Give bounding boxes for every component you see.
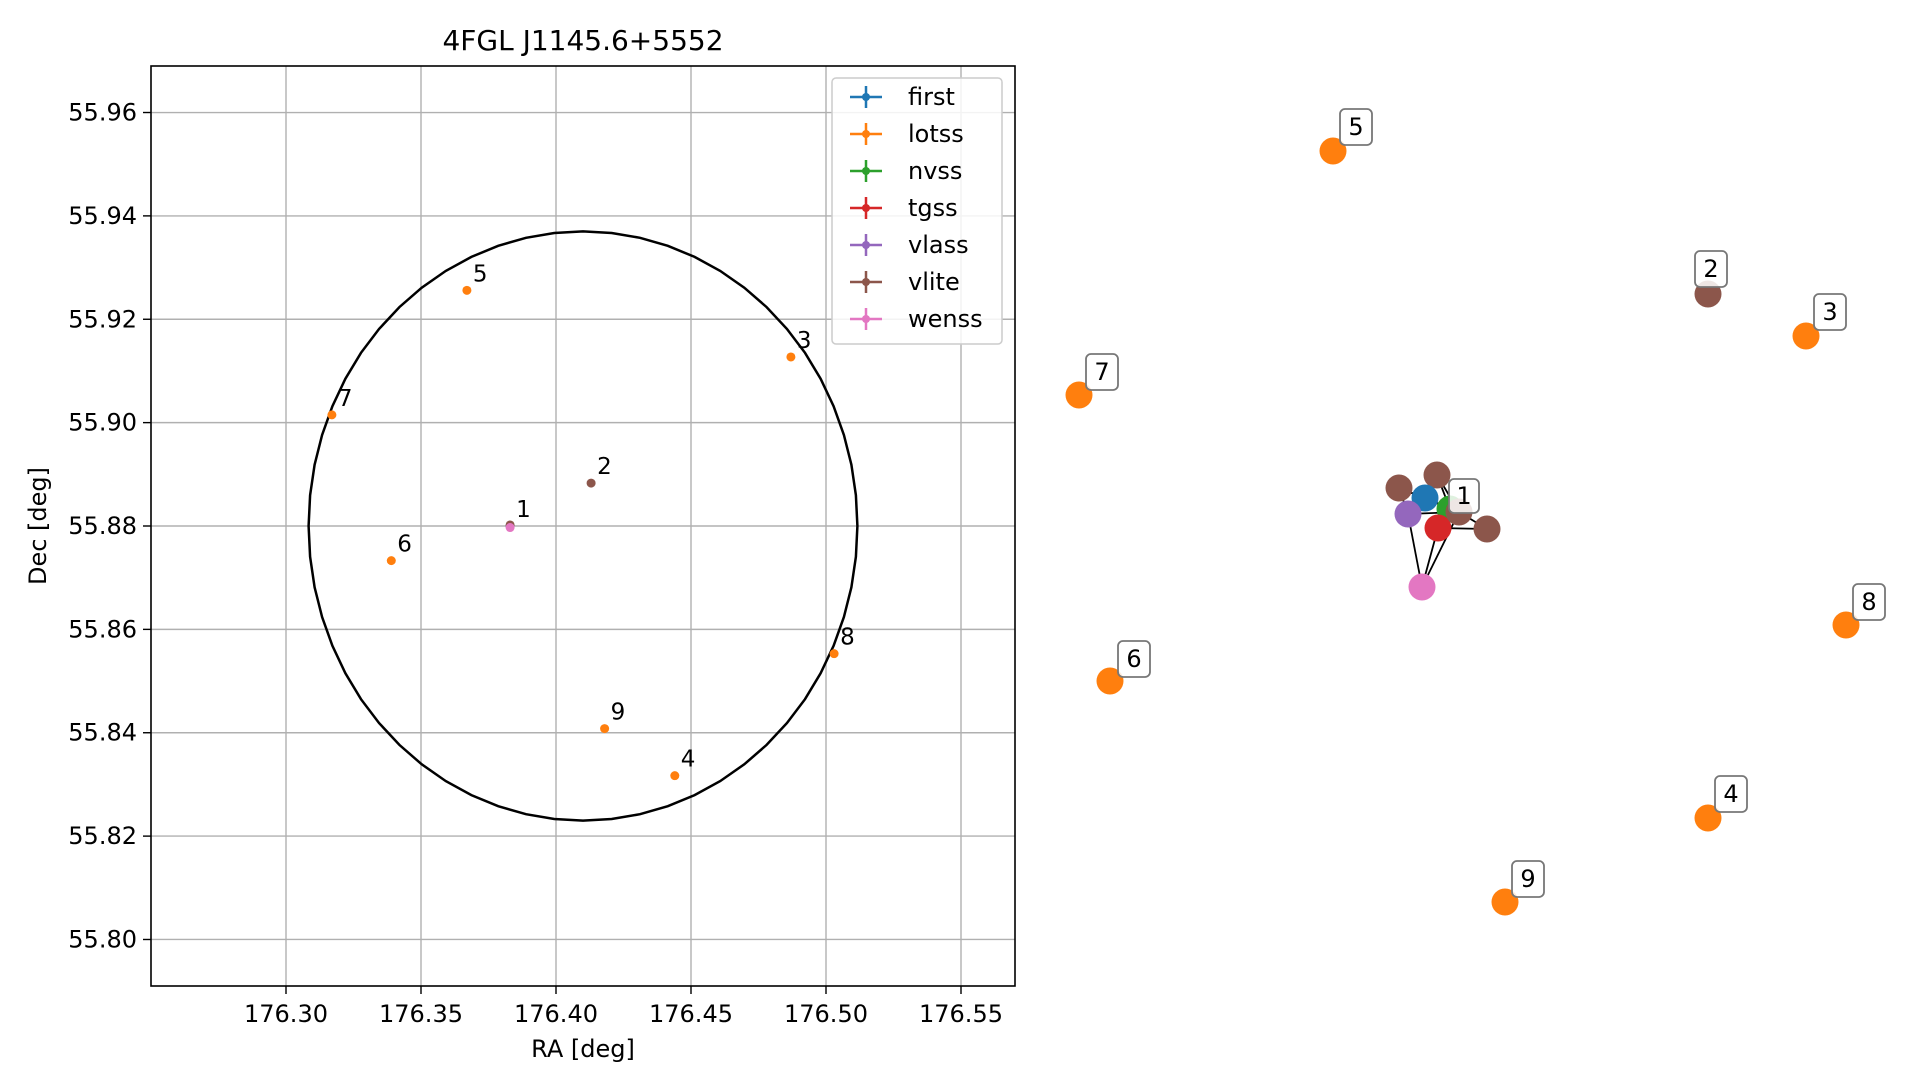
node-label-box: [1511, 860, 1545, 898]
node-label-box: [1085, 353, 1119, 391]
node-label: 5: [1348, 113, 1363, 141]
data-point-vlite: [586, 478, 596, 488]
network-node-vlite: [1473, 515, 1501, 543]
legend-box: [831, 77, 1003, 345]
legend: first lotss nvss tgss vlass vlite wenss: [831, 77, 1003, 345]
legend-label-first: first: [908, 83, 955, 111]
node-label-box: [1117, 640, 1151, 678]
network-node-first: [1411, 484, 1439, 512]
data-point-lotss: [462, 285, 472, 295]
y-tick-label: 55.90: [68, 409, 137, 437]
legend-dot: [862, 93, 870, 101]
y-axis-label: Dec [deg]: [24, 467, 52, 585]
y-tick-label: 55.80: [68, 925, 137, 953]
node-label: 9: [1520, 865, 1535, 893]
crossmatch-network: 1 2 3 4 5 6 7 8 9: [1065, 108, 1886, 916]
legend-dot: [862, 241, 870, 249]
point-label: 4: [681, 747, 696, 773]
y-tick-label: 55.86: [68, 615, 137, 643]
point-label: 5: [473, 261, 488, 287]
legend-label-vlite: vlite: [908, 268, 960, 296]
node-label: 8: [1861, 588, 1876, 616]
network-nodes: 1 2 3 4 5 6 7 8 9: [1065, 108, 1886, 916]
data-point-lotss: [386, 556, 396, 566]
node-label: 6: [1126, 645, 1141, 673]
network-node-lotss: [1792, 322, 1820, 350]
node-label: 2: [1703, 255, 1718, 283]
node-label-box: [1339, 108, 1373, 146]
network-node-lotss: [1694, 804, 1722, 832]
x-tick-label: 176.30: [244, 1000, 328, 1028]
axis-ticks: 176.30 176.35 176.40 176.45 176.50 176.55 55.8…: [68, 99, 1003, 1028]
node-label-box: [1852, 583, 1886, 621]
x-tick-label: 176.35: [379, 1000, 463, 1028]
y-tick-label: 55.94: [68, 202, 137, 230]
data-point-lotss: [327, 410, 337, 420]
legend-dot: [862, 278, 870, 286]
y-tick-label: 55.88: [68, 512, 137, 540]
network-node-lotss: [1319, 137, 1347, 165]
data-point-lotss: [829, 649, 839, 659]
node-label: 1: [1456, 482, 1471, 510]
sky-scatter-plot: 1 2 3 4 5 6 7 8 9 176.30 176.35 176.40 176.45 176.50…: [24, 24, 1016, 1063]
legend-label-tgss: tgss: [908, 194, 958, 222]
legend-dot: [862, 204, 870, 212]
data-point-lotss: [670, 771, 680, 781]
network-node-tgss: [1424, 514, 1452, 542]
point-label: 7: [338, 386, 353, 412]
legend-label-nvss: nvss: [908, 157, 962, 185]
data-point-lotss: [600, 724, 610, 734]
x-tick-label: 176.45: [649, 1000, 733, 1028]
node-label: 3: [1822, 298, 1837, 326]
y-tick-label: 55.92: [68, 305, 137, 333]
node-label: 4: [1723, 780, 1738, 808]
x-tick-label: 176.55: [919, 1000, 1003, 1028]
point-label: 3: [797, 328, 812, 354]
network-node-vlite: [1423, 461, 1451, 489]
node-label-box: [1448, 478, 1480, 514]
legend-label-wenss: wenss: [908, 305, 983, 333]
y-tick-label: 55.84: [68, 719, 137, 747]
network-node-lotss: [1096, 667, 1124, 695]
data-points: 1 2 3 4 5 6 7 8 9: [327, 261, 855, 781]
point-label: 6: [397, 532, 412, 558]
x-tick-label: 176.50: [784, 1000, 868, 1028]
network-node-vlass: [1394, 500, 1422, 528]
node-label-box: [1714, 775, 1748, 813]
point-label: 9: [611, 700, 626, 726]
error-circle: [307, 230, 859, 822]
network-node-lotss: [1491, 888, 1519, 916]
node-label: 7: [1094, 358, 1109, 386]
x-axis-label: RA [deg]: [531, 1035, 635, 1063]
network-node-lotss: [1832, 611, 1860, 639]
x-tick-label: 176.40: [514, 1000, 598, 1028]
legend-dot: [862, 130, 870, 138]
legend-label-vlass: vlass: [908, 231, 969, 259]
legend-label-lotss: lotss: [908, 120, 964, 148]
legend-dot: [862, 315, 870, 323]
network-edge: [1421, 511, 1460, 588]
point-label: 8: [840, 625, 855, 651]
legend-items: first lotss nvss tgss vlass vlite wenss: [850, 83, 983, 333]
chart-title: 4FGL J1145.6+5552: [442, 24, 723, 57]
network-node-lotss: [1065, 381, 1093, 409]
point-label: 2: [597, 454, 612, 480]
y-tick-label: 55.96: [68, 99, 137, 127]
network-node-wenss: [1408, 573, 1436, 601]
data-point-wenss: [505, 523, 515, 533]
grid: [151, 66, 1015, 986]
node-label-box: [1694, 250, 1728, 288]
point-label: 1: [516, 497, 531, 523]
y-tick-label: 55.82: [68, 822, 137, 850]
node-label-box: [1813, 293, 1847, 331]
legend-dot: [862, 167, 870, 175]
network-node-vlite: [1385, 474, 1413, 502]
data-point-lotss: [786, 352, 796, 362]
